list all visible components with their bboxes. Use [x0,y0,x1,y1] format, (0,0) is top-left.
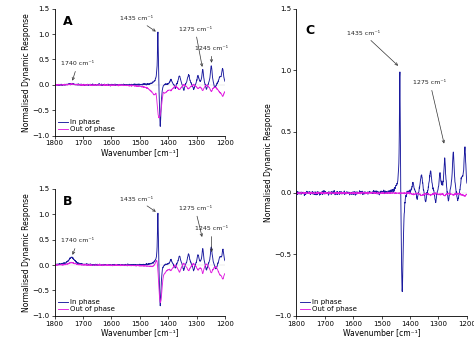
In phase [151,80,156,84]
X-axis label: Wavenumber [cm⁻¹]: Wavenumber [cm⁻¹] [101,328,179,337]
In phase [293,192,299,196]
Y-axis label: Normalised Dynamic Response: Normalised Dynamic Response [264,103,273,222]
In phase [157,304,163,308]
In phase [151,260,156,265]
Out of phase [199,87,204,91]
In phase [62,261,68,265]
Text: 1740 cm⁻¹: 1740 cm⁻¹ [61,61,94,80]
In phase [52,83,57,87]
In phase [222,79,228,83]
Text: 1740 cm⁻¹: 1740 cm⁻¹ [61,238,94,254]
Out of phase [423,192,429,196]
Out of phase [161,274,166,278]
Out of phase [161,90,166,95]
Out of phase [157,300,163,305]
Out of phase [182,261,187,266]
In phase [397,102,403,106]
Out of phase [293,191,299,195]
Line: In phase: In phase [55,32,225,126]
In phase [155,211,161,215]
Text: 1245 cm⁻¹: 1245 cm⁻¹ [195,46,228,62]
Out of phase [441,192,447,196]
In phase [155,30,161,34]
Out of phase [155,272,161,276]
In phase [62,83,68,87]
Out of phase [151,92,156,97]
Text: 1435 cm⁻¹: 1435 cm⁻¹ [346,31,398,65]
In phase [402,196,408,200]
Out of phase [402,191,408,195]
Out of phase [155,113,161,117]
Line: Out of phase: Out of phase [55,260,225,303]
X-axis label: Wavenumber [cm⁻¹]: Wavenumber [cm⁻¹] [343,328,420,337]
In phase [161,83,166,88]
Out of phase [393,191,399,195]
Out of phase [397,191,403,195]
Out of phase [52,83,57,87]
Out of phase [304,191,310,195]
Legend: In phase, Out of phase: In phase, Out of phase [56,298,117,314]
In phase [441,174,447,178]
In phase [52,262,57,267]
Out of phase [62,83,68,87]
In phase [157,124,163,128]
Line: In phase: In phase [296,72,467,292]
Text: 1275 cm⁻¹: 1275 cm⁻¹ [179,206,212,236]
In phase [199,255,204,259]
Out of phase [182,83,187,87]
Line: Out of phase: Out of phase [55,83,225,118]
Text: 1245 cm⁻¹: 1245 cm⁻¹ [195,226,228,251]
Text: B: B [63,195,73,208]
Out of phase [464,192,470,196]
Out of phase [222,90,228,94]
Out of phase [156,116,162,120]
Out of phase [151,264,156,268]
Text: A: A [63,15,73,28]
Out of phase [154,258,160,262]
Y-axis label: Normalised Dynamic Response: Normalised Dynamic Response [22,13,31,132]
Out of phase [52,263,57,267]
Text: 1435 cm⁻¹: 1435 cm⁻¹ [120,16,155,31]
In phase [400,290,405,294]
In phase [161,265,166,269]
Text: 1275 cm⁻¹: 1275 cm⁻¹ [413,80,447,143]
In phase [222,259,228,263]
In phase [397,70,403,74]
In phase [392,186,398,190]
In phase [304,190,310,194]
Out of phase [462,194,468,199]
In phase [199,75,204,80]
X-axis label: Wavenumber [cm⁻¹]: Wavenumber [cm⁻¹] [101,148,179,157]
Text: C: C [305,24,314,37]
Out of phase [222,272,228,276]
Text: 1275 cm⁻¹: 1275 cm⁻¹ [179,27,212,66]
In phase [182,88,187,92]
In phase [155,42,161,46]
Y-axis label: Normalised Dynamic Response: Normalised Dynamic Response [22,193,31,312]
Out of phase [359,190,365,194]
In phase [423,198,429,202]
In phase [182,267,187,271]
Legend: In phase, Out of phase: In phase, Out of phase [56,118,117,134]
Legend: In phase, Out of phase: In phase, Out of phase [299,298,359,314]
Out of phase [199,268,204,272]
In phase [464,181,470,185]
In phase [155,223,161,228]
Text: 1435 cm⁻¹: 1435 cm⁻¹ [120,196,155,211]
Line: Out of phase: Out of phase [296,192,467,196]
Out of phase [69,81,74,86]
Out of phase [62,262,68,266]
Line: In phase: In phase [55,213,225,306]
